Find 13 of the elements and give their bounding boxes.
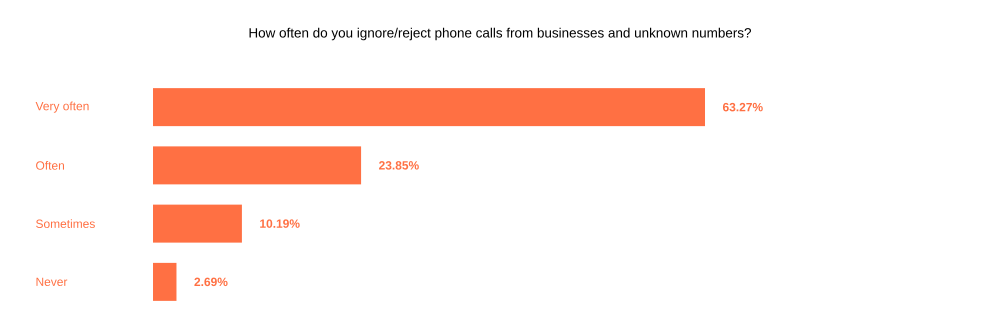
bar xyxy=(153,262,176,301)
data-label: 23.85% xyxy=(379,161,419,170)
bar xyxy=(153,146,362,184)
y-tick-label: Often xyxy=(36,160,64,170)
y-tick-label: Never xyxy=(36,278,68,286)
chart-title: How often do you ignore/reject phone calls from businesses and unknown numbers? xyxy=(250,28,751,40)
data-label: 10.19% xyxy=(260,219,300,228)
y-tick-label: Sometimes xyxy=(36,219,95,228)
y-tick-label: Very often xyxy=(36,102,89,113)
data-label: 2.69% xyxy=(194,278,228,286)
bar xyxy=(153,88,706,126)
bar xyxy=(153,204,242,243)
data-label: 63.27% xyxy=(722,102,763,112)
